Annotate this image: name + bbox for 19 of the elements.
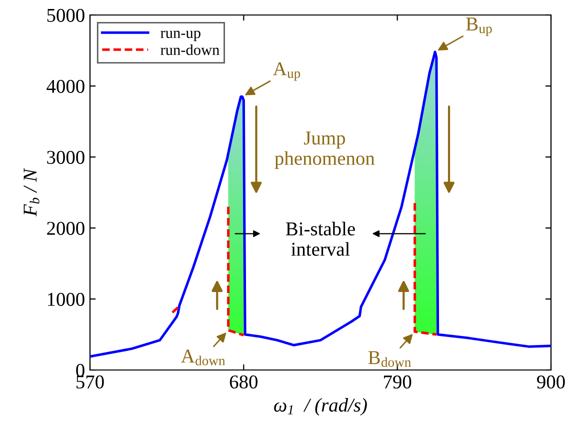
y-tick-label: 5000 [47, 8, 84, 22]
legend-label: run-up [160, 30, 200, 42]
x-tick-label: 680 [230, 375, 258, 389]
annotation: A$_{down}$ [181, 350, 226, 366]
y-tick-label: 4000 [46, 80, 84, 93]
x-axis-title: ω$_{1}$ / (rad/s) [274, 398, 367, 416]
annotation: Bi-stable interval [286, 222, 355, 256]
y-axis-title: F$_{b}$ / N [24, 168, 40, 216]
x-tick-label: 790 [384, 375, 412, 389]
x-tick-label: 900 [537, 375, 565, 389]
x-tick-label: 570 [76, 375, 104, 389]
y-tick-label: 3000 [47, 150, 84, 164]
y-tick-label: 2000 [47, 222, 84, 235]
legend-label: run-down [160, 44, 220, 56]
annotation: A$_{up}$ [273, 62, 300, 81]
annotation: Jump phenomenon [274, 132, 375, 169]
annotation: B$_{down}$ [368, 351, 411, 367]
y-tick-label: 1000 [48, 292, 84, 306]
annotation: B$_{up}$ [466, 18, 492, 36]
